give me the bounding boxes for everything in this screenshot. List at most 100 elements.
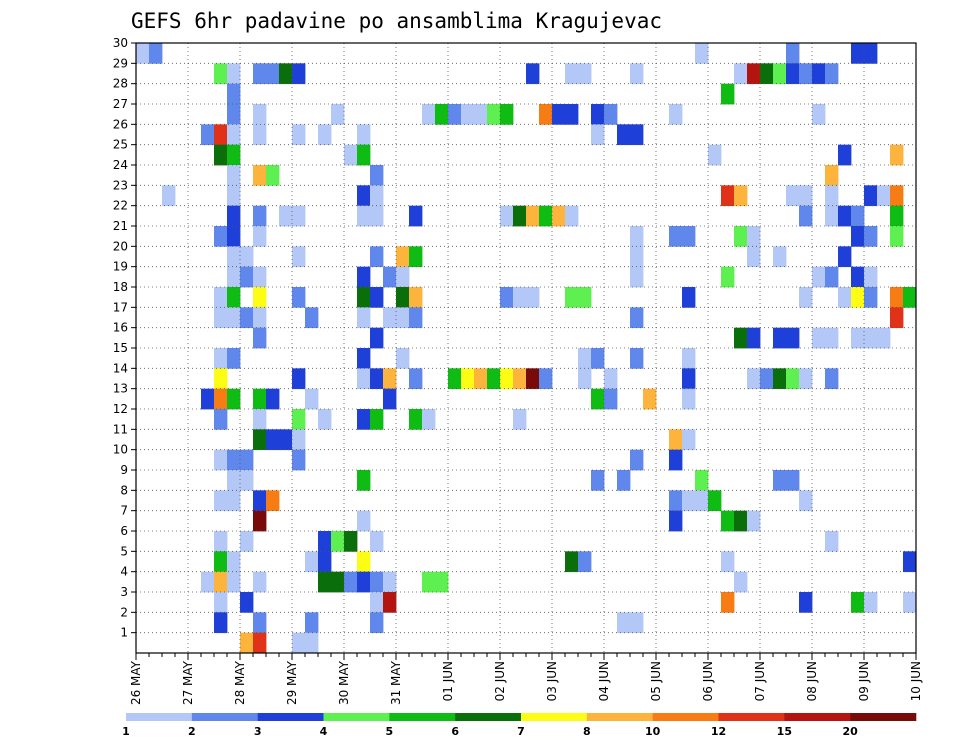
heatmap-cell bbox=[474, 368, 488, 390]
heatmap-cell bbox=[630, 246, 644, 268]
heatmap-cell bbox=[435, 571, 449, 593]
heatmap-cell bbox=[266, 429, 280, 451]
heatmap-cell bbox=[253, 632, 267, 654]
heatmap-cell bbox=[344, 531, 358, 552]
heatmap-cell bbox=[409, 246, 423, 268]
heatmap-cell bbox=[214, 531, 228, 552]
heatmap-cell bbox=[253, 63, 267, 85]
heatmap-cell bbox=[422, 104, 436, 125]
heatmap-cell bbox=[357, 287, 371, 308]
legend-label: 15 bbox=[777, 725, 792, 738]
heatmap-cell bbox=[773, 327, 787, 349]
legend-label: 3 bbox=[254, 725, 262, 738]
heatmap-cell bbox=[227, 165, 241, 186]
heatmap-cell bbox=[669, 226, 683, 247]
x-tick-label: 01 JUN bbox=[441, 661, 455, 701]
legend-swatch bbox=[718, 713, 785, 721]
heatmap-cell bbox=[864, 266, 878, 288]
heatmap-cell bbox=[734, 226, 748, 247]
heatmap-cell bbox=[292, 124, 306, 146]
heatmap-cell bbox=[214, 287, 228, 308]
x-tick-label: 28 MAY bbox=[233, 660, 247, 705]
heatmap-cell bbox=[370, 612, 384, 634]
heatmap-cell bbox=[214, 449, 228, 471]
grid-lines bbox=[136, 43, 916, 653]
legend-swatch bbox=[389, 713, 456, 721]
legend-swatch bbox=[455, 713, 522, 721]
heatmap-cell bbox=[305, 307, 319, 329]
heatmap-cell bbox=[786, 368, 800, 390]
heatmap-cell bbox=[253, 510, 267, 532]
heatmap-cell bbox=[513, 287, 527, 308]
heatmap-cell bbox=[903, 287, 917, 308]
heatmap-cell bbox=[253, 287, 267, 308]
heatmap-cell bbox=[409, 368, 423, 390]
heatmap-cell bbox=[786, 63, 800, 85]
heatmap-cell bbox=[370, 571, 384, 593]
heatmap-cell bbox=[708, 144, 722, 166]
heatmap-cell bbox=[214, 348, 228, 369]
y-tick-label: 13 bbox=[113, 382, 128, 396]
heatmap-cell bbox=[370, 531, 384, 552]
heatmap-cell bbox=[747, 246, 761, 268]
heatmap-cell bbox=[240, 266, 254, 288]
legend-label: 1 bbox=[122, 725, 130, 738]
heatmap-cell bbox=[227, 144, 241, 166]
legend-swatch bbox=[191, 713, 258, 721]
x-tick-label: 27 MAY bbox=[181, 660, 195, 705]
heatmap-cell bbox=[630, 226, 644, 247]
heatmap-cell bbox=[370, 205, 384, 227]
heatmap-cell bbox=[240, 592, 254, 613]
y-tick-label: 5 bbox=[120, 544, 128, 558]
heatmap-cell bbox=[331, 531, 345, 552]
heatmap-cell bbox=[279, 205, 293, 227]
heatmap-cell bbox=[838, 144, 852, 166]
x-tick-label: 06 JUN bbox=[701, 661, 715, 701]
heatmap-cell bbox=[201, 571, 215, 593]
heatmap-cell bbox=[253, 307, 267, 329]
heatmap-cell bbox=[292, 429, 306, 451]
heatmap-cell bbox=[565, 63, 579, 85]
heatmap-cell bbox=[773, 368, 787, 390]
heatmap-cell bbox=[266, 63, 280, 85]
heatmap-cell bbox=[539, 368, 553, 390]
heatmap-cell bbox=[227, 287, 241, 308]
heatmap-cell bbox=[851, 592, 865, 613]
heatmap-cell bbox=[370, 165, 384, 186]
heatmap-cell bbox=[903, 551, 917, 573]
y-tick-label: 9 bbox=[120, 463, 128, 477]
y-tick-label: 16 bbox=[113, 321, 128, 335]
x-tick-label: 03 JUN bbox=[545, 661, 559, 701]
heatmap-cell bbox=[799, 185, 813, 207]
heatmap-cell bbox=[487, 104, 501, 125]
heatmap-cell bbox=[526, 63, 540, 85]
heatmap-cell bbox=[370, 327, 384, 349]
heatmap-cell bbox=[747, 510, 761, 532]
heatmap-cell bbox=[565, 287, 579, 308]
heatmap-cell bbox=[578, 63, 592, 85]
heatmap-cell bbox=[578, 348, 592, 369]
x-tick-label: 29 MAY bbox=[285, 660, 299, 705]
heatmap-cell bbox=[630, 266, 644, 288]
heatmap-cell bbox=[591, 348, 605, 369]
heatmap-cell bbox=[292, 205, 306, 227]
heatmap-cell bbox=[630, 348, 644, 369]
heatmap-cell bbox=[253, 266, 267, 288]
heatmap-cell bbox=[214, 490, 228, 512]
y-tick-label: 23 bbox=[113, 178, 128, 192]
heatmap-cell bbox=[266, 165, 280, 186]
heatmap-cell bbox=[786, 470, 800, 491]
heatmap-cell bbox=[227, 490, 241, 512]
y-tick-label: 25 bbox=[113, 138, 128, 152]
heatmap-cell bbox=[695, 470, 709, 491]
heatmap-cells bbox=[136, 43, 917, 654]
y-tick-label: 10 bbox=[113, 443, 128, 457]
heatmap-cell bbox=[799, 490, 813, 512]
heatmap-cell bbox=[448, 368, 462, 390]
heatmap-cell bbox=[227, 571, 241, 593]
heatmap-cell bbox=[357, 144, 371, 166]
heatmap-cell bbox=[214, 63, 228, 85]
heatmap-cell bbox=[435, 104, 449, 125]
heatmap-cell bbox=[422, 571, 436, 593]
y-tick-label: 4 bbox=[120, 565, 128, 579]
